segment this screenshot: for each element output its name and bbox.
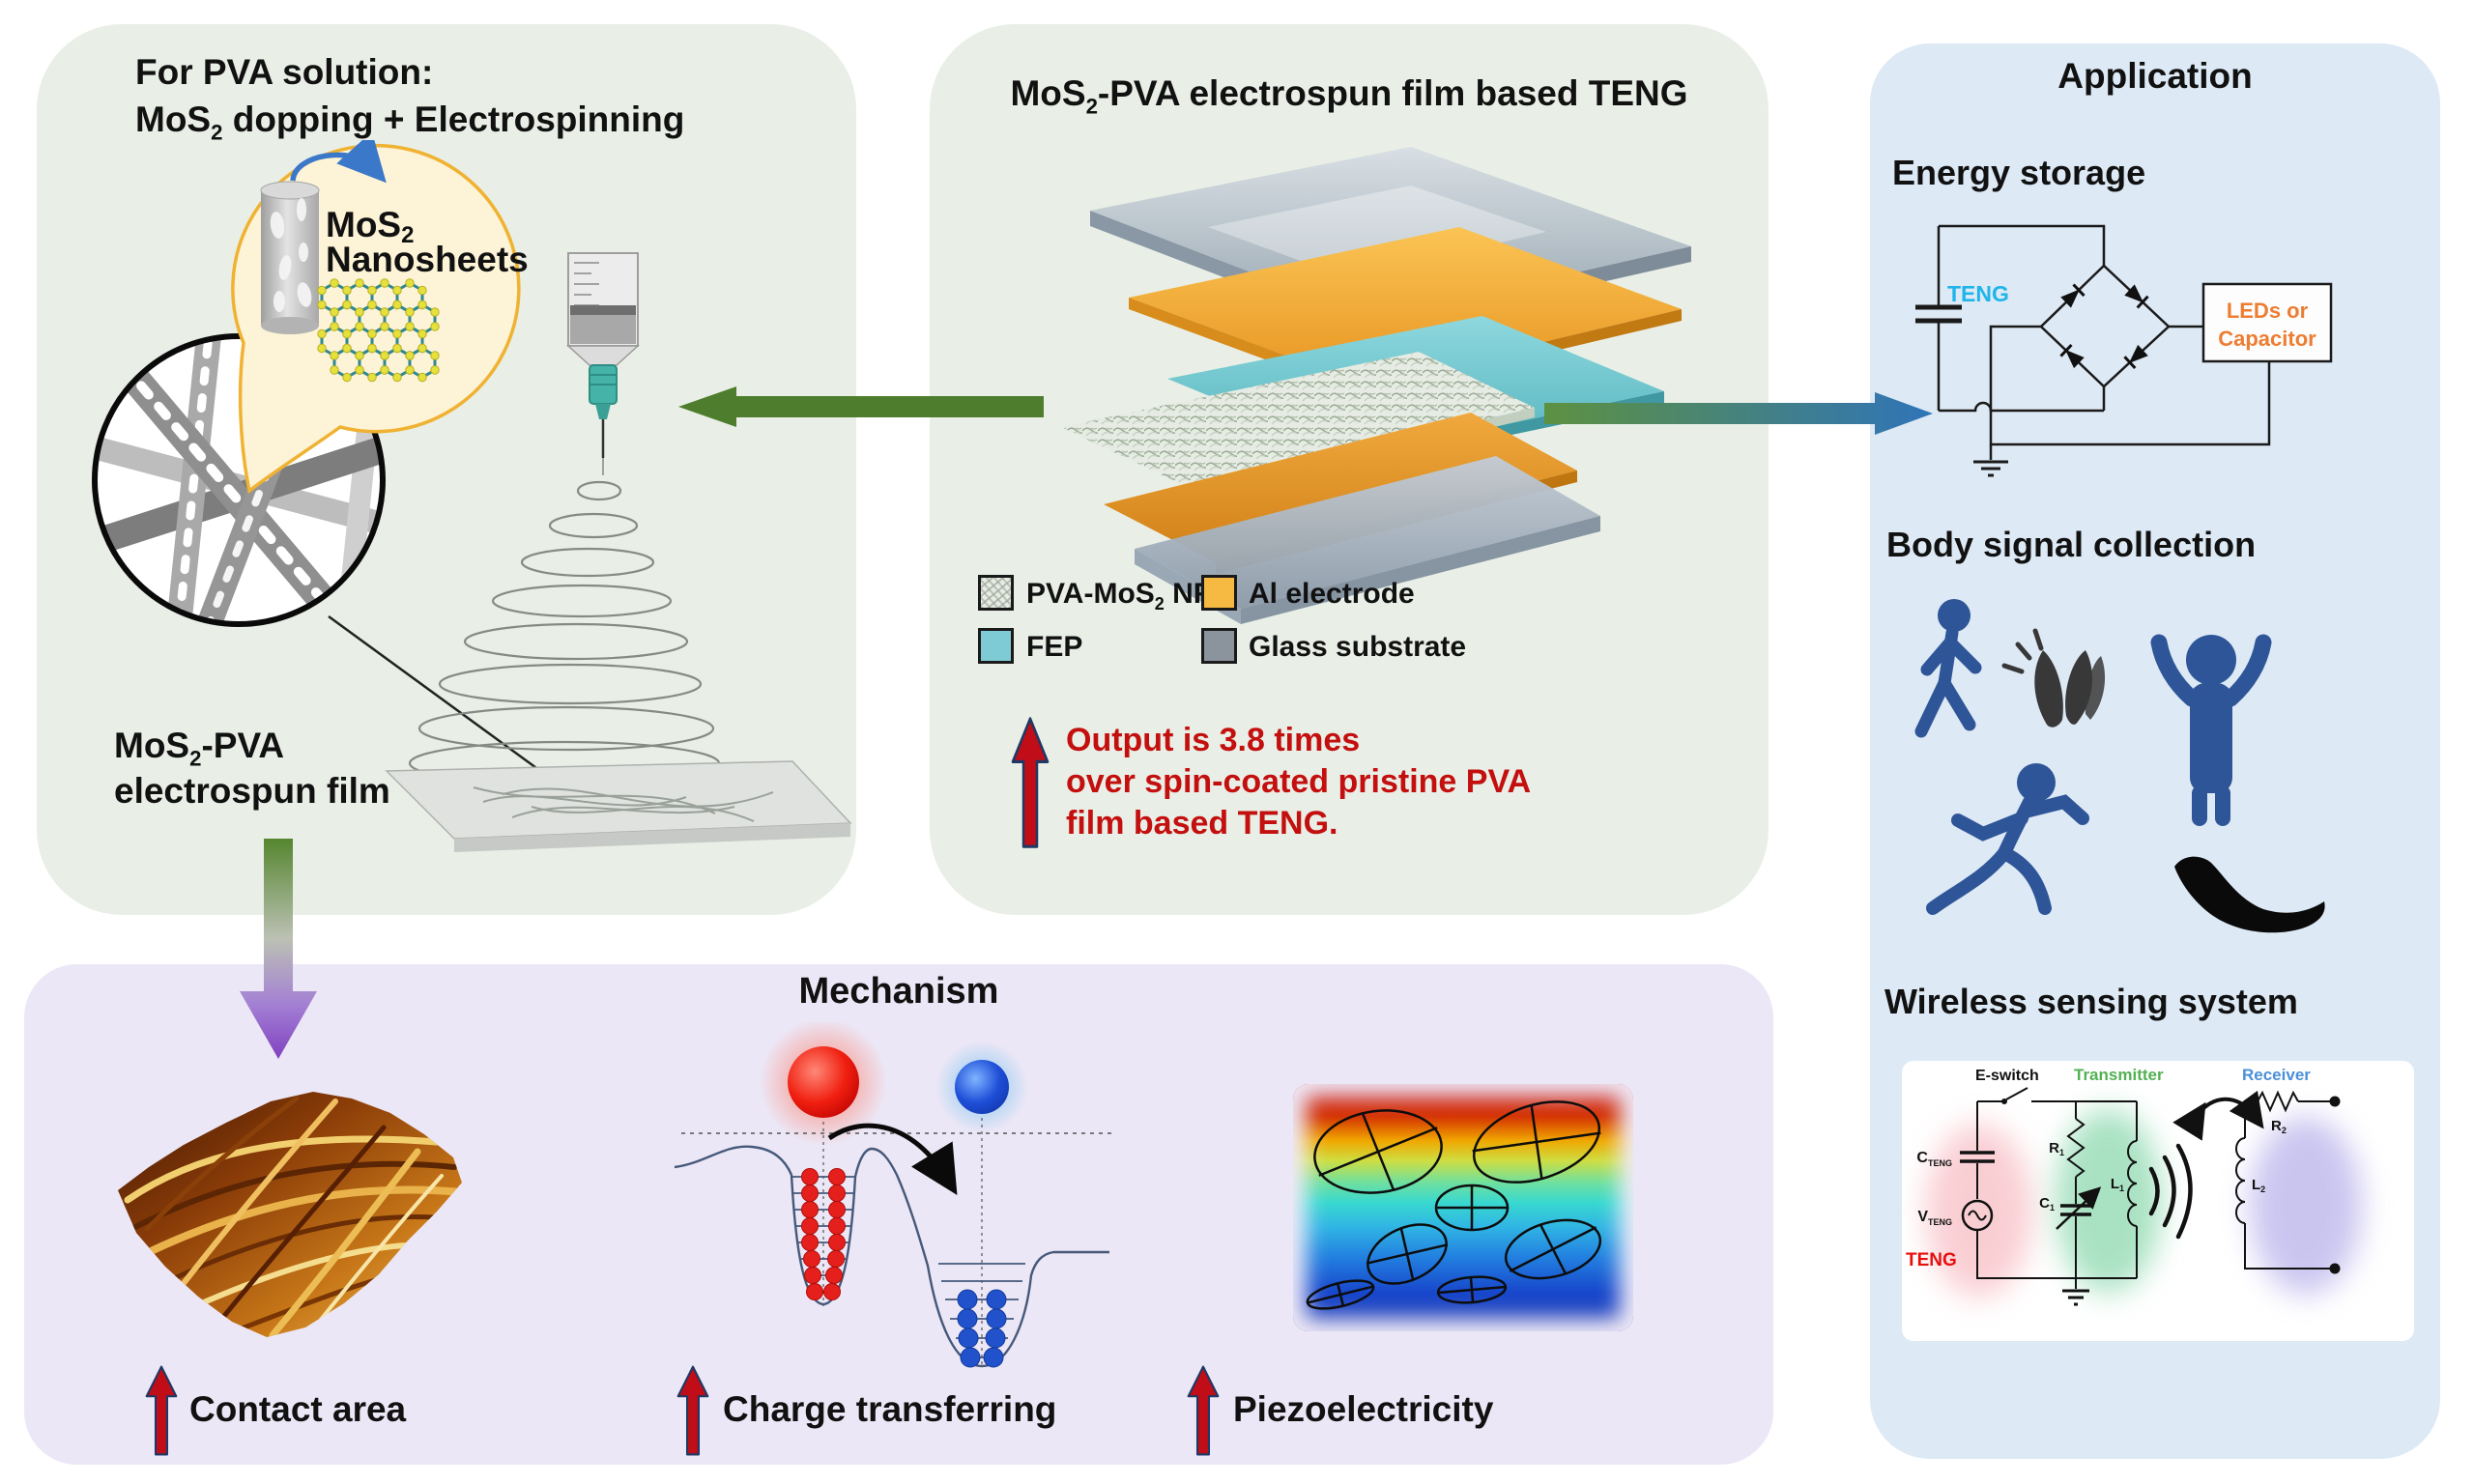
piezoelectricity-label: Piezoelectricity [1233,1389,1494,1429]
collector-plate [385,760,852,852]
electrospinning-setup [385,252,852,852]
solution-title: For PVA solution: MoS2 dopping + Electro… [135,52,685,145]
teng-title: MoS2-PVA electrospun film based TENG [1010,73,1688,119]
charge-transfer-label: Charge transferring [723,1389,1057,1429]
charge-transfer-arrow-label-icon [676,1365,709,1456]
running-person-icon [1926,763,2089,915]
clapping-hands-icon [2001,628,2106,728]
r1-label: R1 [2049,1140,2064,1157]
contact-area-arrow-icon [145,1365,178,1456]
teng-capacitor-symbol [1915,304,1962,324]
receiver-label: Receiver [2242,1066,2311,1084]
c1-label: C1 [2039,1195,2055,1213]
mos2-nanosheet-balloon: MoS2 Nanosheets [231,140,529,495]
l2-label: L2 [2252,1177,2265,1194]
spinning-jet-spiral [408,480,721,786]
walking-person-icon [1914,599,1982,738]
eswitch-label: E-switch [1975,1068,2039,1084]
legend-swatch-glass [1201,628,1237,664]
output-note: Output is 3.8 times over spin-coated pri… [1066,722,1532,842]
charge-transfer-arrow-icon [827,1123,958,1196]
vteng-label: VTENG [1917,1209,1952,1227]
wireless-waves-icon [2148,1143,2193,1240]
positive-charge-ball [788,1046,859,1118]
legend-swatch-fep [978,628,1014,664]
teng-label: TENG [1947,281,2009,306]
application-title: Application [2057,56,2253,96]
syringe-icon [566,252,640,475]
legend-label-al: Al electrode [1249,578,1415,610]
piezo-domain-ellipses [1306,1100,1602,1310]
balloon-label-line1: MoS2 [326,205,414,248]
forearm-icon [2174,856,2325,933]
r2-label: R2 [2271,1118,2287,1135]
cteng-label: CTENG [1916,1150,1952,1168]
teng-exploded-device [1061,147,1691,624]
wireless-heading: Wireless sensing system [1884,982,2298,1021]
load-label-line2: Capacitor [2218,327,2316,351]
legend-swatch-al [1201,575,1237,611]
legend-swatch-nanofiber [978,575,1014,611]
negative-charge-ball [955,1060,1009,1114]
raised-arms-person-icon [2150,634,2272,826]
legend-label-glass: Glass substrate [1249,631,1467,663]
l1-label: L1 [2111,1176,2124,1193]
legend-label-fep: FEP [1026,631,1083,663]
contact-area-label: Contact area [189,1389,407,1429]
solution-title-line1: For PVA solution: [135,52,434,92]
callout-line [328,614,544,775]
energy-storage-circuit: TENG LEDs or Capacitor [1915,224,2333,477]
body-signal-icons [1914,599,2325,933]
energy-storage-heading: Energy storage [1892,153,2146,192]
load-label-line1: LEDs or [2227,299,2309,323]
body-signal-heading: Body signal collection [1886,525,2257,564]
wireless-circuit-card: E-switch Transmitter Receiver CTENG VTEN… [1902,1061,2414,1341]
mos2-powder-cylinder [260,181,320,334]
electron-dots-red [801,1168,846,1300]
wireless-circuit: E-switch Transmitter Receiver CTENG VTEN… [1906,1066,2362,1306]
potential-well-diagram [674,1022,1116,1368]
mechanism-title: Mechanism [798,971,999,1012]
arrow-to-fabrication-icon [678,386,1044,427]
coupling-arrows-icon [2172,1090,2264,1141]
legend-label-nanofiber: PVA-MoS2 NF [1026,578,1212,614]
electron-dots-blue [957,1289,1007,1368]
output-up-arrow-icon [1011,717,1050,848]
doping-arrow-icon [290,140,387,184]
arrow-to-application-icon [1544,392,1933,435]
film-label: MoS2-PVA electrospun film [114,726,390,811]
balloon-label-line2: Nanosheets [326,240,529,279]
down-gradient-arrow-icon [240,839,317,1059]
piezoelectricity-arrow-icon [1187,1365,1220,1456]
transmitter-label: Transmitter [2074,1066,2164,1084]
teng-red-label: TENG [1906,1250,1957,1270]
afm-surface-image [118,1092,462,1337]
